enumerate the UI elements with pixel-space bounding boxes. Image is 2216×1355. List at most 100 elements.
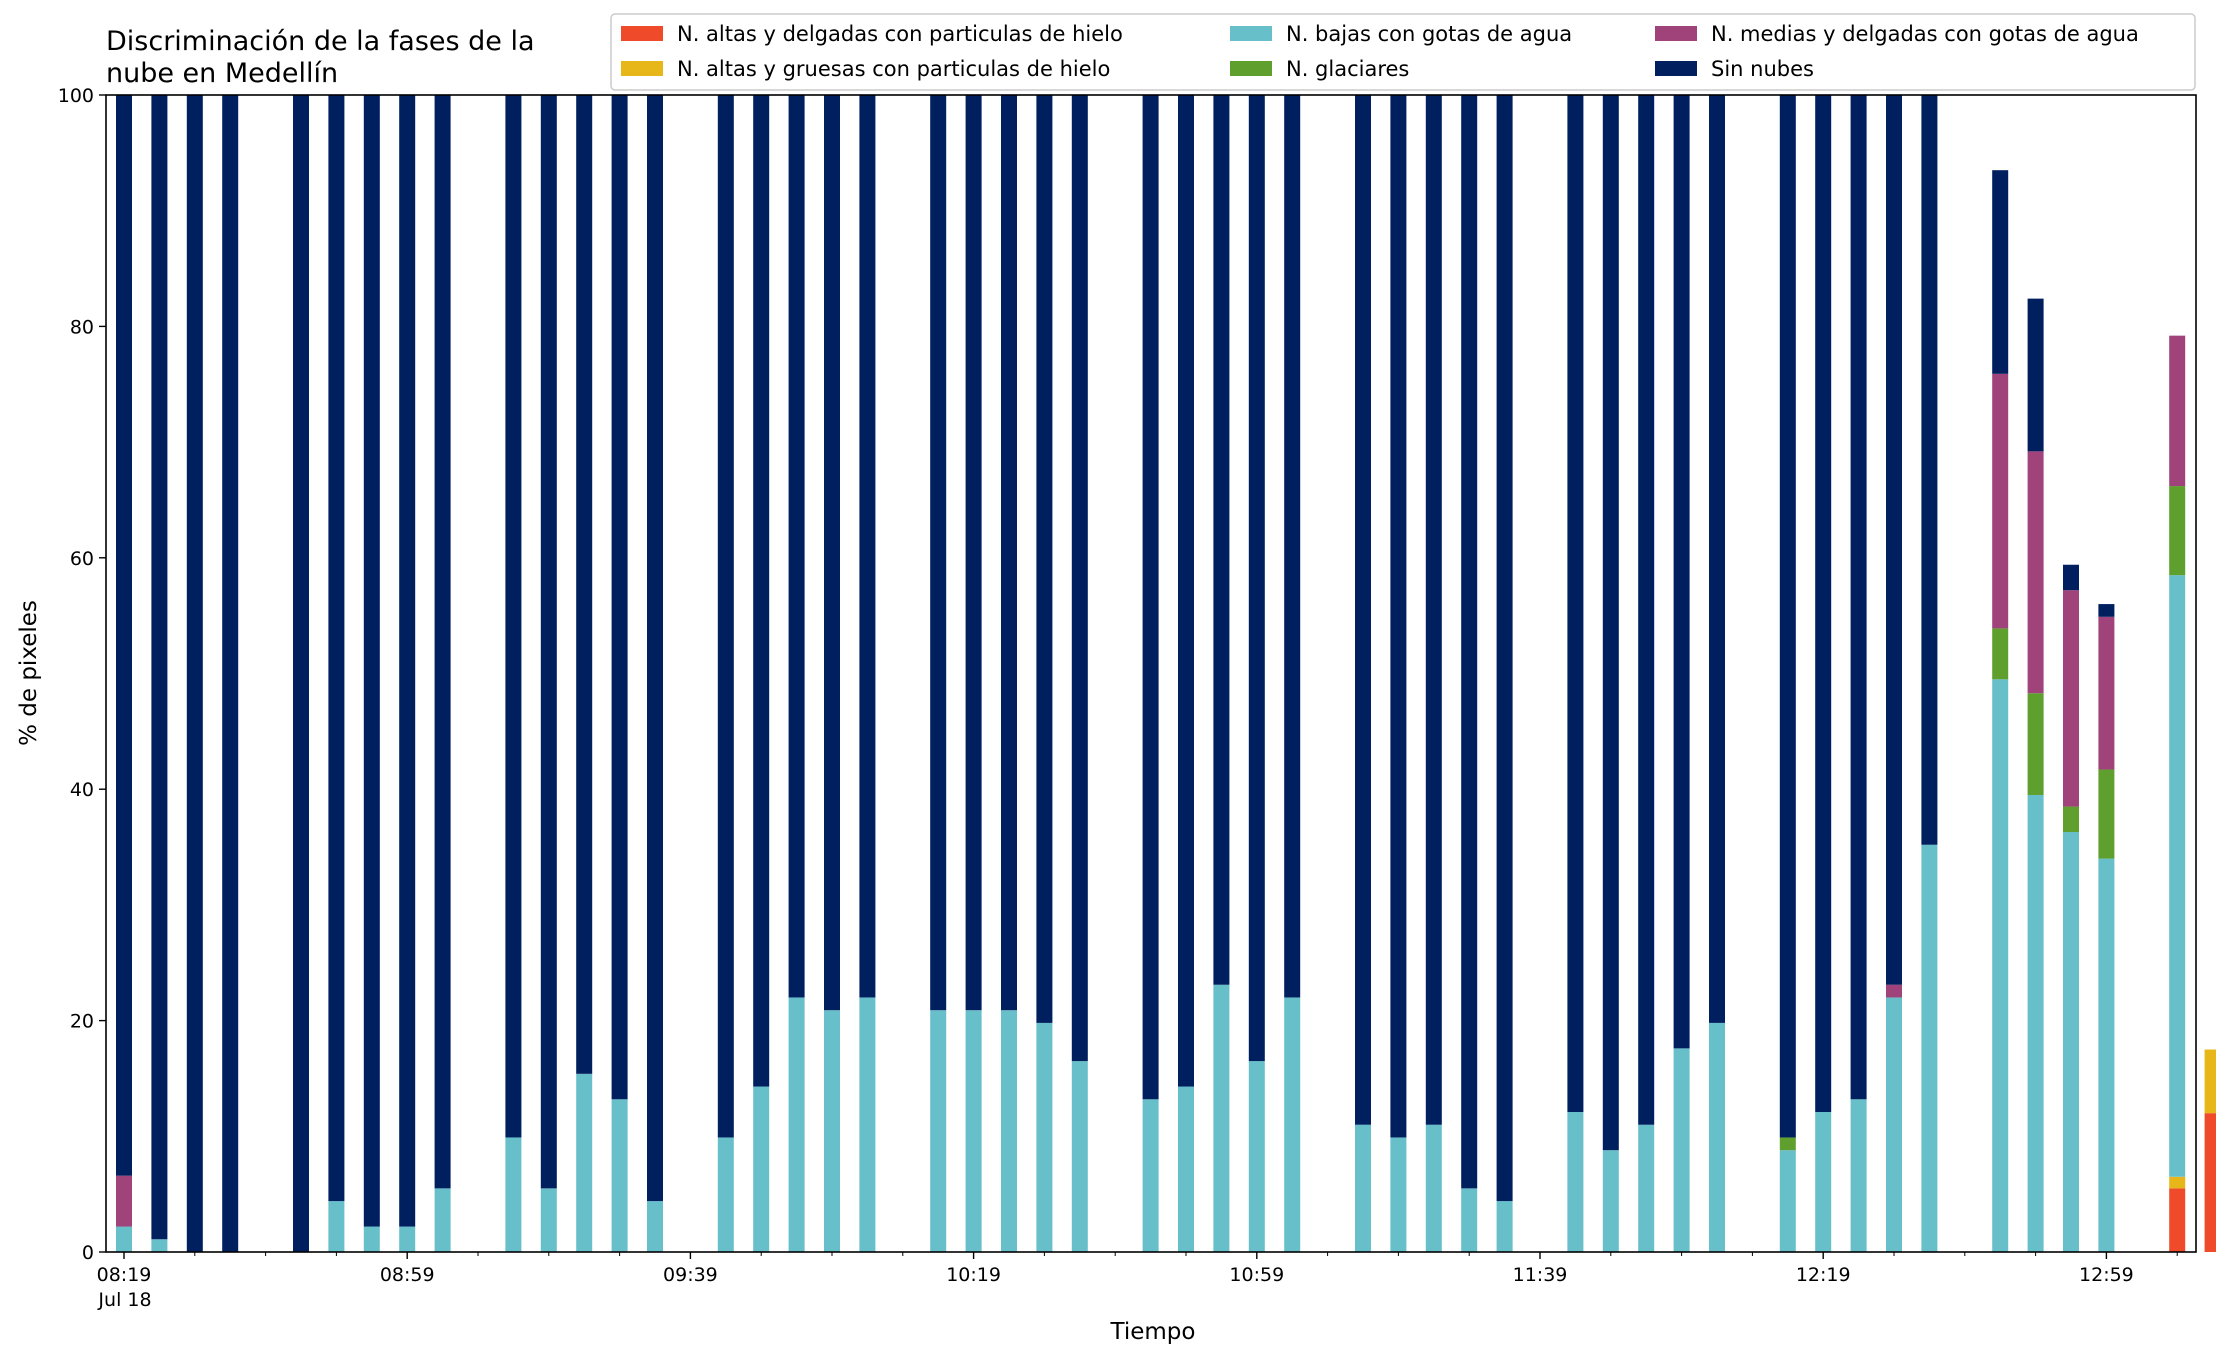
bar-segment-2-1 (151, 1239, 168, 1252)
y-axis-label: % de pixeles (16, 600, 42, 746)
bar-segment-5-21 (1001, 95, 1017, 1011)
bar-segment-4-46 (2063, 590, 2079, 807)
legend-swatch-2 (1230, 26, 1272, 41)
bar-segment-5-24 (1142, 95, 1159, 1100)
legend-label-5: Sin nubes (1711, 57, 1814, 81)
bar-segment-5-9 (505, 95, 522, 1138)
bar-segment-2-15 (753, 1086, 770, 1252)
bar-segment-2-43 (1921, 844, 1938, 1252)
bar-segment-5-33 (1496, 95, 1513, 1202)
bar-segment-5-3 (222, 95, 239, 1252)
x-date-label: Jul 18 (97, 1289, 151, 1311)
bar-segment-5-46 (2063, 564, 2079, 591)
bar-segment-3-45 (2027, 693, 2044, 795)
x-tick-label-5: 11:39 (1513, 1264, 1568, 1286)
bar-segment-5-29 (1355, 95, 1371, 1125)
bar-segment-3-46 (2063, 806, 2079, 833)
bar-segment-2-29 (1355, 1124, 1371, 1252)
bar-segment-2-42 (1886, 997, 1902, 1252)
bar-segment-5-40 (1815, 95, 1832, 1112)
bar-segment-2-37 (1673, 1048, 1690, 1252)
bar-segment-5-37 (1673, 95, 1690, 1049)
bar-segment-5-11 (576, 95, 593, 1074)
bar-segment-2-36 (1638, 1124, 1655, 1252)
bar-segment-5-31 (1425, 95, 1442, 1125)
bar-segment-2-33 (1496, 1201, 1513, 1252)
legend-label-0: N. altas y delgadas con particulas de hi… (677, 22, 1123, 46)
bar-segment-5-34 (1567, 95, 1584, 1112)
bar-segment-5-35 (1602, 95, 1619, 1151)
bar-segment-5-27 (1248, 95, 1265, 1062)
bar-segment-5-25 (1178, 95, 1194, 1087)
bar-segment-2-13 (647, 1201, 663, 1252)
y-tick-label-3: 60 (70, 548, 94, 570)
bar-segment-5-30 (1390, 95, 1407, 1138)
x-tick-label-0: 08:19 (97, 1264, 152, 1286)
bar-segment-2-23 (1071, 1061, 1088, 1252)
bar-segment-0-49 (2204, 1113, 2216, 1252)
legend: N. altas y delgadas con particulas de hi… (610, 13, 2196, 91)
x-tick-label-6: 12:19 (1796, 1264, 1851, 1286)
bar-segment-2-8 (434, 1188, 451, 1252)
bar-segment-5-32 (1461, 95, 1478, 1189)
bar-segment-2-46 (2063, 832, 2079, 1252)
bar-segment-5-12 (611, 95, 628, 1100)
bar-segment-2-20 (965, 1010, 982, 1252)
y-tick-label-1: 20 (70, 1011, 94, 1033)
bar-segment-0-48 (2169, 1188, 2186, 1252)
bar-segment-2-11 (576, 1073, 593, 1252)
bar-segment-2-48 (2169, 575, 2186, 1177)
bar-segment-2-45 (2027, 794, 2044, 1252)
y-axis: 0 20 40 60 80 100 (58, 85, 106, 1264)
bar-segment-2-38 (1709, 1022, 1725, 1252)
bar-segment-2-34 (1567, 1112, 1584, 1252)
legend-box (610, 13, 2196, 91)
bar-segment-2-28 (1284, 997, 1301, 1252)
bar-segment-2-22 (1036, 1022, 1053, 1252)
bar-segment-5-47 (2098, 604, 2115, 617)
chart-title-line-2: nube en Medellín (106, 58, 338, 89)
bar-segment-3-39 (1779, 1137, 1796, 1151)
bar-segment-2-12 (611, 1099, 628, 1252)
bar-segment-2-9 (505, 1137, 522, 1252)
legend-label-1: N. altas y gruesas con particulas de hie… (677, 57, 1110, 81)
bar-segment-3-44 (1992, 628, 2009, 680)
bar-segment-2-5 (328, 1201, 345, 1252)
bar-segment-4-42 (1886, 984, 1902, 998)
x-axis: 08:19 08:59 09:39 10:19 10:59 11:39 12:19 12:59… (97, 1252, 2178, 1286)
x-tick-label-1: 08:59 (380, 1264, 435, 1286)
bar-segment-5-45 (2027, 298, 2044, 452)
y-tick-label-0: 0 (82, 1242, 94, 1264)
bar-segment-5-20 (965, 95, 982, 1011)
bar-segment-2-19 (930, 1010, 947, 1252)
legend-swatch-1 (621, 61, 663, 76)
x-tick-label-3: 10:19 (946, 1264, 1001, 1286)
bar-segment-5-8 (434, 95, 451, 1189)
bar-segment-5-36 (1638, 95, 1655, 1125)
bar-segment-2-27 (1248, 1061, 1265, 1252)
bar-segment-3-47 (2098, 769, 2115, 859)
bar-segment-2-32 (1461, 1188, 1478, 1252)
bar-segment-2-31 (1425, 1124, 1442, 1252)
bar-segment-2-16 (788, 997, 805, 1252)
legend-swatch-3 (1230, 61, 1272, 76)
bar-segment-5-22 (1036, 95, 1053, 1023)
bar-segment-2-24 (1142, 1099, 1159, 1252)
bar-segment-4-45 (2027, 451, 2044, 694)
bar-segment-2-14 (717, 1137, 734, 1252)
bar-segment-5-18 (859, 95, 876, 998)
bar-segment-5-39 (1779, 95, 1796, 1138)
bar-segment-2-41 (1850, 1099, 1867, 1252)
bar-segment-5-14 (717, 95, 734, 1138)
bar-segment-4-48 (2169, 335, 2186, 487)
bar-segment-4-47 (2098, 616, 2115, 770)
bar-segment-5-0 (116, 95, 132, 1176)
bar-segment-2-25 (1178, 1086, 1194, 1252)
bar-segment-5-16 (788, 95, 805, 998)
legend-swatch-0 (621, 26, 663, 41)
x-tick-label-2: 09:39 (663, 1264, 718, 1286)
legend-label-4: N. medias y delgadas con gotas de agua (1711, 22, 2139, 46)
bar-segment-2-7 (399, 1226, 416, 1252)
bar-segment-2-44 (1992, 679, 2009, 1252)
